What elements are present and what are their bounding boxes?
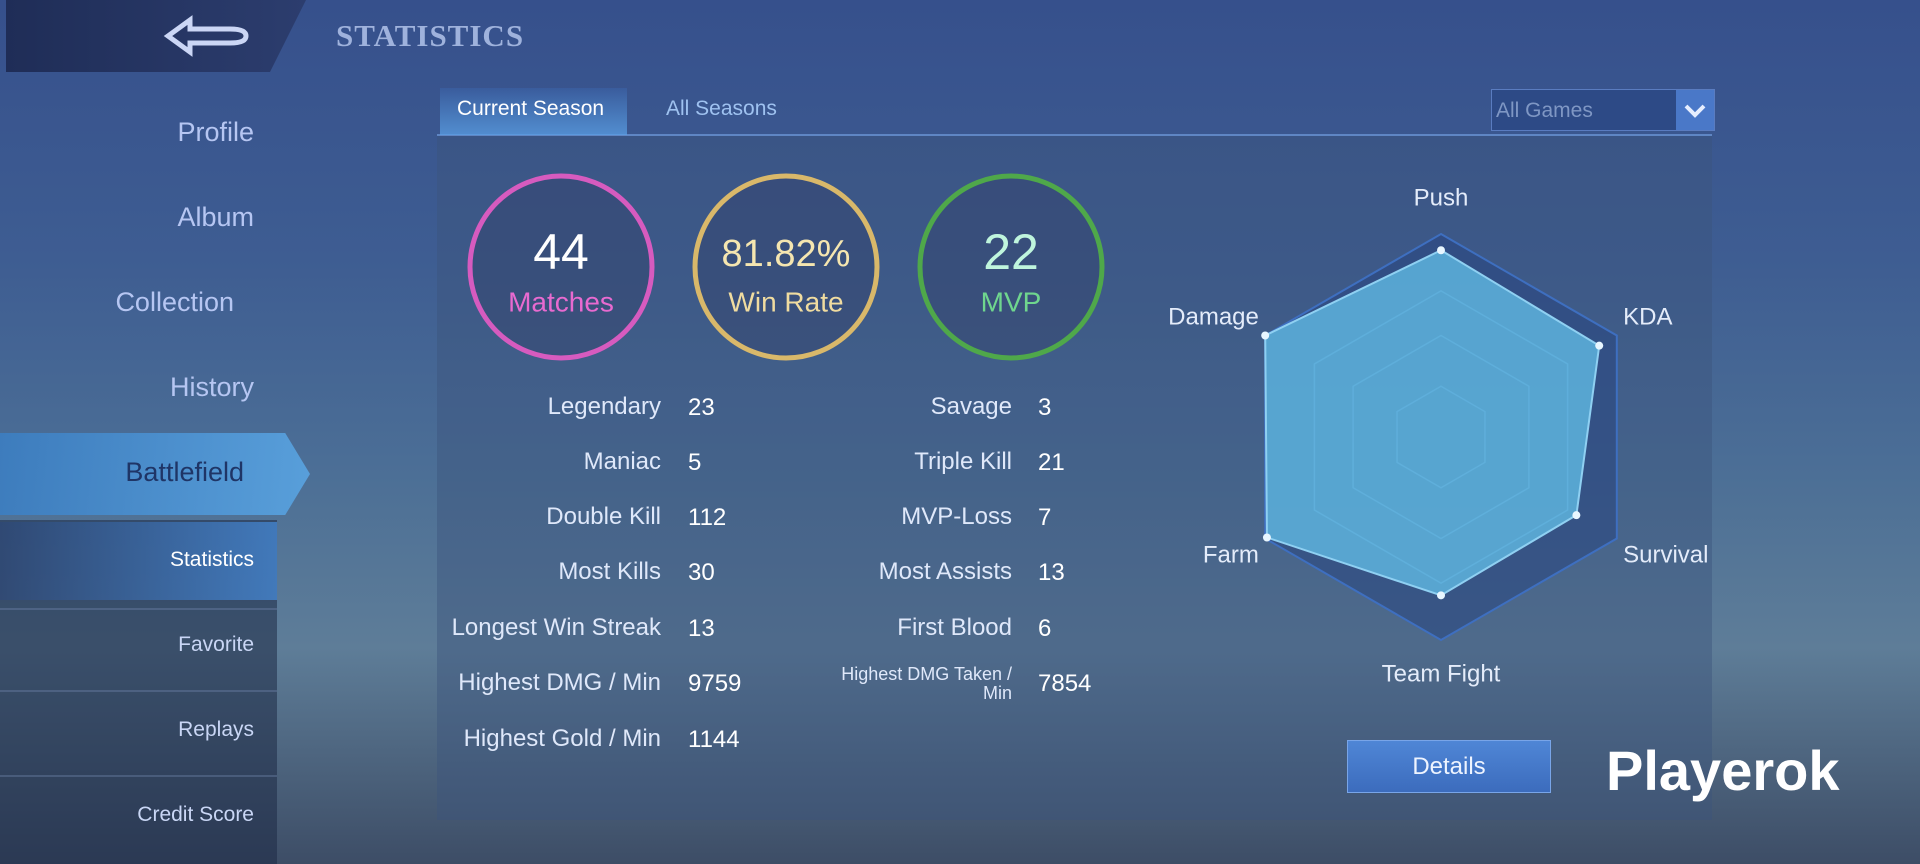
radar-point (1437, 591, 1445, 600)
stat-label: MVP-Loss (901, 503, 1012, 530)
stat-label: Most Kills (558, 558, 661, 585)
sidebar-subitem[interactable]: Replays (178, 718, 254, 741)
stat-label: Double Kill (546, 503, 661, 530)
sidebar-item[interactable]: Profile (177, 117, 254, 147)
statistics-highlight (0, 522, 277, 600)
summary-ring (917, 173, 1105, 361)
filter-text[interactable]: All Games (1496, 99, 1593, 122)
tab[interactable]: All Seasons (666, 97, 777, 120)
stat-label: Legendary (547, 393, 661, 420)
stat-value: 3 (1038, 394, 1052, 421)
stat-value: 13 (688, 615, 715, 642)
active-tab-bg (440, 88, 627, 135)
radar-point (1595, 341, 1604, 350)
sidebar-subitem[interactable]: Statistics (169, 548, 254, 571)
stat-value: 30 (688, 559, 715, 586)
summary-ring (467, 173, 655, 361)
stat-value: 9759 (688, 670, 742, 697)
radar-point (1261, 331, 1270, 340)
watermark: Playerok (1606, 739, 1840, 802)
stat-label: Highest Gold / Min (463, 725, 661, 752)
tab[interactable]: Current Season (457, 97, 605, 120)
radar-point (1437, 246, 1445, 255)
radar-axis-label: Survival (1623, 541, 1708, 568)
tab-bar-line (437, 134, 1712, 136)
summary-value: 22 (983, 224, 1039, 280)
stat-value: 13 (1038, 559, 1065, 586)
battlefield-highlight (0, 433, 310, 515)
stat-label: Savage (930, 393, 1012, 420)
back-button[interactable] (160, 12, 256, 62)
sidebar-subitem[interactable]: Credit Score (137, 803, 254, 826)
dropdown-arrow[interactable] (1676, 90, 1714, 130)
back-arrow[interactable] (163, 15, 249, 57)
radar-point (1262, 533, 1271, 542)
radar-axis-label: Push (1414, 184, 1469, 211)
stat-value: 1144 (688, 726, 740, 753)
stat-value: 23 (688, 394, 715, 421)
summary-value: 81.82% (722, 233, 851, 275)
radar-axis-label: KDA (1623, 303, 1672, 330)
sidebar-item[interactable]: Battlefield (125, 457, 244, 487)
stat-value: 6 (1038, 615, 1052, 642)
sidebar-item[interactable]: History (169, 372, 254, 402)
stat-value: 7 (1038, 504, 1052, 531)
stat-label: Most Assists (878, 558, 1012, 585)
details-button[interactable]: Details (1347, 740, 1551, 793)
radar-point (1572, 511, 1581, 520)
sidebar-item[interactable]: Collection (115, 287, 234, 317)
stat-label: Triple Kill (914, 448, 1012, 475)
stat-label: Highest DMG Taken / Min (841, 664, 1012, 703)
sidebar-item[interactable]: Album (177, 202, 254, 232)
summary-label: Win Rate (728, 286, 843, 317)
submenu-divider (0, 775, 277, 777)
filter-dropdown[interactable]: All Games (1491, 89, 1715, 131)
summary-ring (692, 173, 880, 361)
stat-value: 7854 (1038, 670, 1092, 697)
chevron (1684, 104, 1706, 118)
summary-label: MVP (981, 286, 1042, 317)
stat-value: 112 (688, 504, 727, 531)
details-label[interactable]: Details (1412, 753, 1486, 780)
sidebar-subitem[interactable]: Favorite (178, 633, 254, 656)
radar-axis-label: Damage (1168, 303, 1259, 330)
back-panel (6, 0, 306, 72)
radar-axis-label: Team Fight (1382, 660, 1501, 687)
stat-label: Highest DMG / Min (458, 669, 661, 696)
dropdown-arrow-box[interactable] (1676, 90, 1714, 130)
summary-label: Matches (508, 286, 614, 317)
stat-label: First Blood (897, 614, 1012, 641)
summary-value: 44 (533, 224, 589, 280)
stat-label: Maniac (583, 448, 661, 475)
submenu-divider (0, 608, 277, 610)
stat-label: Longest Win Streak (451, 614, 661, 641)
submenu-divider (0, 690, 277, 692)
stat-value: 21 (1038, 449, 1065, 476)
radar-axis-label: Farm (1203, 541, 1259, 568)
page-title: STATISTICS (336, 18, 525, 53)
stat-value: 5 (688, 449, 702, 476)
